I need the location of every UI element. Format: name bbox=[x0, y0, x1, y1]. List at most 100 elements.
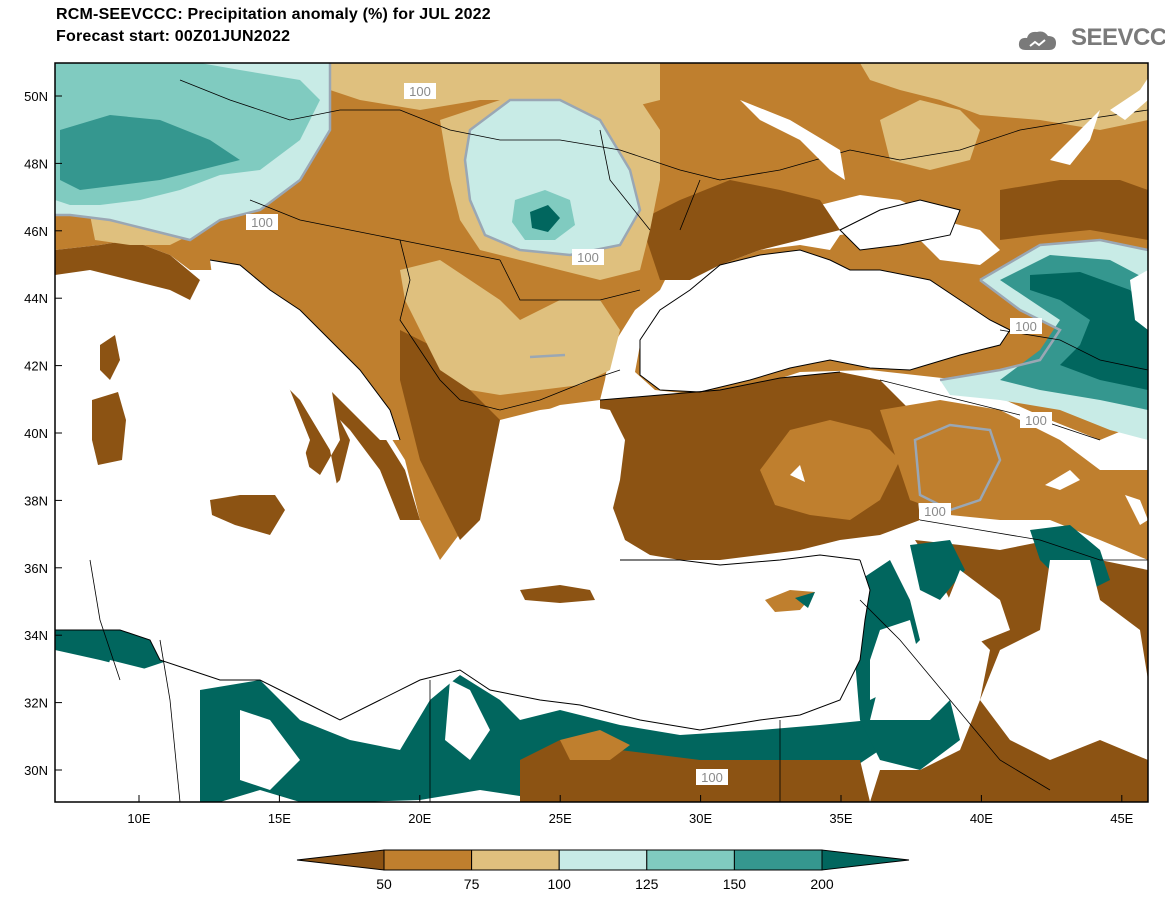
island-cyprus-teal bbox=[795, 592, 815, 608]
lon-label: 20E bbox=[408, 811, 431, 826]
lat-label: 42N bbox=[24, 359, 48, 374]
lat-label: 38N bbox=[24, 493, 48, 508]
island-crete bbox=[520, 585, 595, 603]
island-cyprus bbox=[765, 590, 815, 612]
contour-label-bg bbox=[919, 503, 951, 519]
colorbar-tick-label: 150 bbox=[723, 876, 747, 892]
missing-streak-3 bbox=[1110, 78, 1148, 120]
contour-label: 100 bbox=[701, 770, 723, 785]
contour-label-bg bbox=[696, 769, 728, 785]
lat-label: 40N bbox=[24, 426, 48, 441]
contour-100-lines bbox=[55, 63, 1148, 512]
missing-data-area-2 bbox=[980, 560, 1148, 760]
contour-label: 100 bbox=[409, 84, 431, 99]
contour-label-bg bbox=[572, 249, 604, 265]
colorbar-tick-label: 75 bbox=[464, 876, 480, 892]
contour-labels: 100 100 100 100 100 100 100 bbox=[246, 83, 1052, 785]
map-plot-area bbox=[55, 63, 1148, 802]
contour-label: 100 bbox=[1025, 413, 1047, 428]
land-teal-dark-west bbox=[60, 115, 240, 190]
land-arabia-gt200-b bbox=[910, 540, 965, 600]
missing-data-area-6 bbox=[80, 660, 180, 800]
island-corsica bbox=[100, 335, 120, 380]
azov-sea bbox=[840, 200, 960, 250]
contour-label: 100 bbox=[577, 250, 599, 265]
coastlines bbox=[55, 199, 1011, 731]
land-anatolia-east bbox=[880, 400, 1148, 560]
adriatic-sea bbox=[210, 260, 400, 440]
colorbar-arrow-high bbox=[821, 849, 910, 871]
missing-streak-1 bbox=[740, 100, 845, 180]
contour-label: 100 bbox=[1015, 319, 1037, 334]
country-borders bbox=[89, 79, 1148, 802]
land-caucasus-north-lt50 bbox=[1000, 180, 1148, 240]
missing-data-area-5 bbox=[445, 680, 490, 760]
contour-label-bg bbox=[1010, 318, 1042, 334]
longitude-axis: 10E 15E 20E 25E 30E 35E 40E 45E bbox=[127, 795, 1134, 826]
colorbar-tick-label: 125 bbox=[635, 876, 659, 892]
lon-label: 25E bbox=[549, 811, 572, 826]
missing-data-area-3 bbox=[870, 620, 920, 700]
land-tan-ne2 bbox=[880, 100, 980, 170]
land-teal-light-central bbox=[465, 100, 640, 255]
missing-spot-turkey bbox=[790, 465, 805, 482]
colorbar-arrow-low bbox=[296, 849, 385, 871]
lat-label: 48N bbox=[24, 156, 48, 171]
island-sardinia bbox=[92, 392, 126, 465]
land-levant-gt200 bbox=[855, 560, 960, 770]
land-egypt-mid bbox=[560, 730, 630, 760]
black-sea bbox=[640, 250, 1010, 392]
title-line-1: RCM-SEEVCCC: Precipitation anomaly (%) f… bbox=[56, 6, 491, 23]
missing-spot-turkey-2 bbox=[1045, 470, 1080, 490]
logo-text: SEEVCCC bbox=[1071, 24, 1165, 51]
lon-label: 30E bbox=[689, 811, 712, 826]
lat-label: 44N bbox=[24, 291, 48, 306]
colorbar-segment bbox=[558, 849, 648, 871]
land-tan-ne bbox=[860, 63, 1148, 130]
colorbar-segment bbox=[383, 849, 473, 871]
land-tan-balkans bbox=[400, 260, 620, 395]
missing-spot-turkey-3 bbox=[1125, 495, 1148, 525]
tyrrhenian-sea bbox=[140, 320, 310, 490]
land-anatolia-mid bbox=[760, 420, 900, 520]
lat-label: 46N bbox=[24, 224, 48, 239]
colorbar-tick-label: 100 bbox=[548, 876, 572, 892]
land-africa-gt200-strip bbox=[55, 630, 170, 670]
missing-data-area bbox=[940, 570, 1010, 650]
colorbar-segment bbox=[646, 849, 735, 871]
map-title: RCM-SEEVCCC: Precipitation anomaly (%) f… bbox=[56, 4, 491, 48]
land-europe-lt50 bbox=[55, 240, 420, 520]
contour-label-bg bbox=[1020, 412, 1052, 428]
land-gt200-caucasus bbox=[1030, 272, 1148, 390]
contour-label: 100 bbox=[924, 504, 946, 519]
island-sicily bbox=[210, 495, 285, 535]
lon-label: 40E bbox=[970, 811, 993, 826]
colorbar-tick-label: 200 bbox=[810, 876, 834, 892]
lon-label: 10E bbox=[127, 811, 150, 826]
lon-label: 45E bbox=[1110, 811, 1133, 826]
lat-label: 32N bbox=[24, 696, 48, 711]
title-line-2: Forecast start: 00Z01JUN2022 bbox=[56, 28, 291, 45]
aegean-sea bbox=[480, 405, 625, 600]
latitude-axis: 50N 48N 46N 44N 42N 40N 38N 36N 34N 32N 30N bbox=[24, 89, 62, 778]
missing-data-area-4 bbox=[240, 710, 300, 790]
lon-label: 15E bbox=[268, 811, 291, 826]
lat-label: 34N bbox=[24, 628, 48, 643]
cloud-icon bbox=[1018, 31, 1056, 50]
lat-label: 50N bbox=[24, 89, 48, 104]
mediterranean-sea bbox=[55, 280, 870, 730]
lat-label: 36N bbox=[24, 561, 48, 576]
land-gt200-central bbox=[530, 205, 560, 232]
lon-label: 35E bbox=[829, 811, 852, 826]
contour-label-bg bbox=[246, 214, 278, 230]
caspian-sea bbox=[1130, 270, 1148, 330]
colorbar-segment bbox=[733, 849, 823, 871]
lat-label: 30N bbox=[24, 763, 48, 778]
colorbar: 50 75 100 125 150 200 bbox=[296, 849, 910, 892]
colorbar-segment bbox=[471, 849, 560, 871]
missing-streak-2 bbox=[1050, 110, 1100, 165]
colorbar-tick-label: 50 bbox=[376, 876, 392, 892]
contour-label-bg bbox=[404, 83, 436, 99]
